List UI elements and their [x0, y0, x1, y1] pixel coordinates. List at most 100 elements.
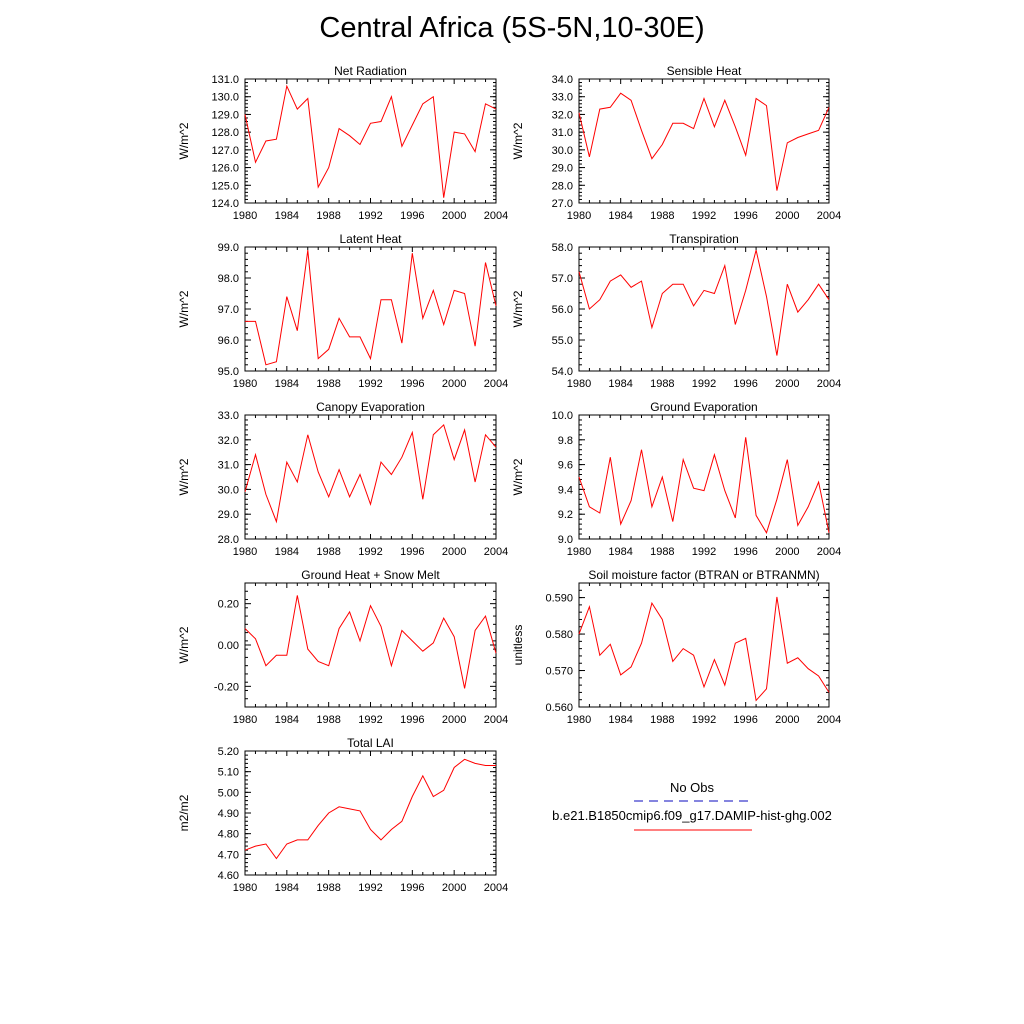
x-tick-label: 2000	[442, 546, 466, 558]
x-tick-label: 1988	[316, 882, 340, 894]
y-tick-label: 5.10	[218, 767, 239, 779]
x-tick-label: 1988	[650, 210, 674, 222]
x-tick-label: 2004	[817, 210, 841, 222]
x-tick-label: 1988	[316, 378, 340, 390]
series-line	[245, 250, 497, 366]
plot-frame	[244, 78, 497, 204]
y-axis-label: W/m^2	[177, 122, 191, 159]
y-axis-label: W/m^2	[511, 458, 525, 495]
x-tick-label: 2000	[442, 714, 466, 726]
y-tick-label: 128.0	[211, 127, 239, 139]
x-tick-label: 2000	[775, 546, 799, 558]
y-axis-label: W/m^2	[177, 290, 191, 327]
y-tick-label: 97.0	[218, 304, 239, 316]
plot-frame	[578, 582, 830, 708]
x-tick-label: 1996	[400, 210, 424, 222]
panel-ground-evaporation: Ground Evaporation W/m^2 1980 1984 1988 1992 1…	[511, 400, 841, 558]
panel-transpiration: Transpiration W/m^2 1980 1984 1988 1992 1996 20…	[511, 232, 841, 390]
x-tick-label: 1984	[608, 378, 632, 390]
x-tick-label: 2000	[775, 714, 799, 726]
panel-net-radiation: Net Radiation W/m^2 1980 1984 1988 1992 1996 20…	[177, 64, 508, 222]
y-tick-label: 29.0	[552, 163, 573, 175]
x-tick-label: 1980	[567, 714, 591, 726]
panel-sensible-heat: Sensible Heat W/m^2 1980 1984 1988 1992 1996 20…	[511, 64, 841, 222]
y-tick-label: 4.70	[218, 849, 239, 861]
x-tick-label: 1984	[608, 546, 632, 558]
y-axis-label: W/m^2	[177, 626, 191, 663]
x-tick-label: 1980	[567, 378, 591, 390]
plot-frame	[578, 414, 830, 540]
panel-title: Transpiration	[669, 232, 739, 246]
x-tick-label: 1996	[400, 714, 424, 726]
x-tick-label: 2004	[484, 882, 508, 894]
y-tick-label: 5.00	[218, 787, 239, 799]
x-tick-label: 1984	[275, 546, 299, 558]
y-tick-label: 4.80	[218, 829, 239, 841]
x-tick-label: 1988	[650, 378, 674, 390]
y-tick-label: 0.580	[545, 629, 573, 641]
plot-frame	[578, 246, 830, 372]
y-tick-label: 9.8	[558, 435, 573, 447]
y-tick-label: 29.0	[218, 509, 239, 521]
x-tick-label: 1984	[275, 210, 299, 222]
x-tick-label: 1988	[316, 546, 340, 558]
y-tick-label: 9.4	[558, 484, 573, 496]
panel-title: Ground Evaporation	[650, 400, 757, 414]
legend: No Obs b.e21.B1850cmip6.f09_g17.DAMIP-his…	[552, 780, 832, 831]
y-tick-label: 130.0	[211, 92, 239, 104]
x-tick-label: 1992	[358, 882, 382, 894]
y-tick-label: 5.20	[218, 746, 239, 758]
plot-frame	[244, 414, 497, 540]
y-tick-label: 27.0	[552, 198, 573, 210]
series-line	[578, 596, 830, 702]
series-line	[578, 437, 830, 535]
series-line	[244, 84, 497, 198]
series-line	[578, 92, 830, 191]
x-tick-label: 2000	[442, 882, 466, 894]
x-tick-label: 1984	[275, 378, 299, 390]
y-tick-label: 9.2	[558, 509, 573, 521]
y-tick-label: 30.0	[218, 484, 239, 496]
y-tick-label: 0.20	[218, 599, 239, 611]
y-tick-label: 57.0	[552, 273, 573, 285]
y-tick-label: 33.0	[218, 410, 239, 422]
panel-total-lai: Total LAI m2/m2 1980 1984 1988 1992 1996 2000 20…	[177, 736, 508, 894]
x-tick-label: 2000	[775, 210, 799, 222]
y-tick-label: 55.0	[552, 335, 573, 347]
x-tick-label: 1980	[567, 546, 591, 558]
y-axis-label: W/m^2	[511, 122, 525, 159]
y-tick-label: -0.20	[214, 681, 239, 693]
x-tick-label: 1996	[733, 378, 757, 390]
plot-frame	[244, 246, 497, 372]
y-tick-label: 126.0	[211, 163, 239, 175]
x-tick-label: 1980	[233, 882, 257, 894]
y-tick-label: 4.60	[218, 870, 239, 882]
x-tick-label: 1996	[733, 546, 757, 558]
x-tick-label: 1980	[233, 714, 257, 726]
y-tick-label: 54.0	[552, 366, 573, 378]
series-line	[578, 249, 830, 356]
y-tick-label: 96.0	[218, 335, 239, 347]
y-tick-label: 0.00	[218, 640, 239, 652]
x-tick-label: 1984	[608, 210, 632, 222]
x-tick-label: 1988	[650, 546, 674, 558]
panel-title: Soil moisture factor (BTRAN or BTRANMN)	[588, 568, 819, 582]
y-tick-label: 95.0	[218, 366, 239, 378]
y-tick-label: 9.6	[558, 460, 573, 472]
plot-frame	[244, 582, 497, 708]
x-tick-label: 2004	[484, 210, 508, 222]
y-tick-label: 58.0	[552, 242, 573, 254]
y-tick-label: 0.570	[545, 666, 573, 678]
x-tick-label: 2000	[442, 378, 466, 390]
x-tick-label: 1992	[692, 714, 716, 726]
x-tick-label: 1992	[692, 210, 716, 222]
y-tick-label: 127.0	[211, 145, 239, 157]
panel-title: Latent Heat	[339, 232, 402, 246]
x-tick-label: 1996	[400, 378, 424, 390]
y-tick-label: 32.0	[218, 435, 239, 447]
y-tick-label: 0.590	[545, 593, 573, 605]
x-tick-label: 1996	[733, 210, 757, 222]
x-tick-label: 1980	[233, 378, 257, 390]
y-tick-label: 33.0	[552, 92, 573, 104]
